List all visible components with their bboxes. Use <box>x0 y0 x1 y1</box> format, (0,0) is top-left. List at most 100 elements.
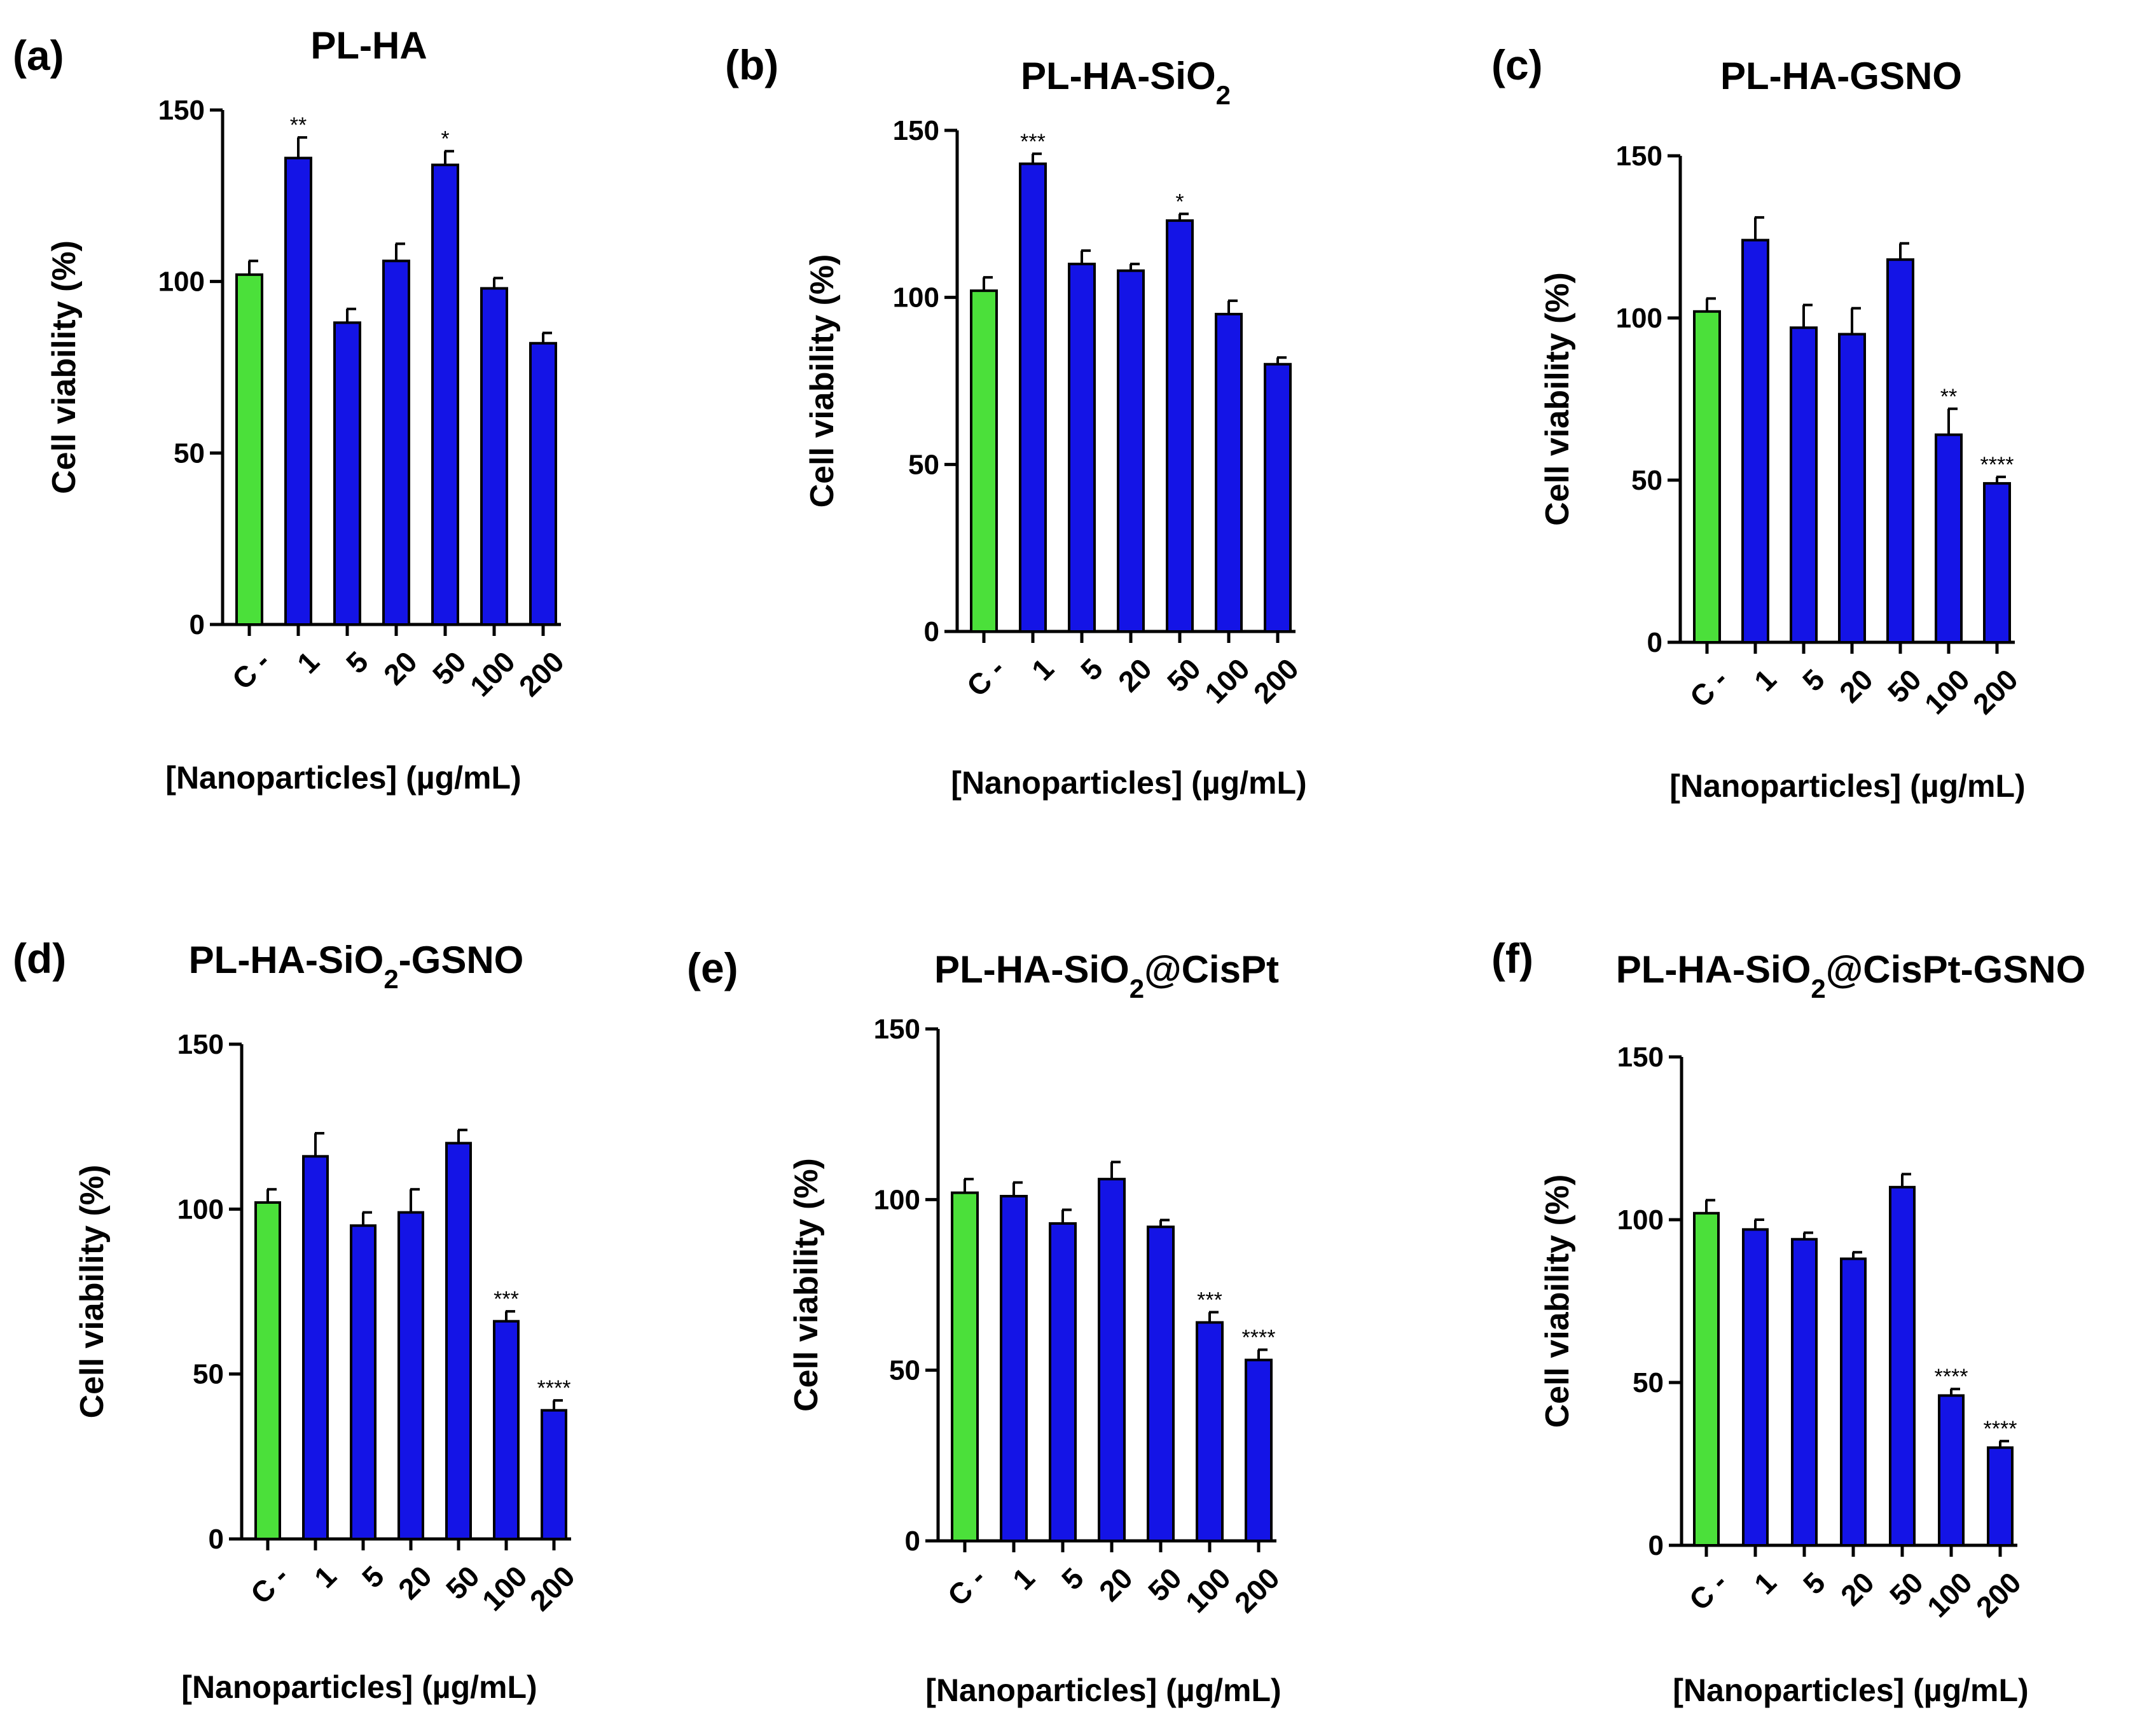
chart-4-y-axis-label: Cell viability (%) <box>74 1165 111 1419</box>
chart-3-y-tick-label: 100 <box>1616 303 1662 334</box>
chart-2-y-tick-label: 0 <box>924 616 939 647</box>
chart-4-x-tick-label-5: 100 <box>476 1559 534 1617</box>
chart-5-x-tick-label-5: 100 <box>1179 1561 1237 1619</box>
chart-4-bar-4 <box>445 1141 472 1540</box>
chart-5-significance-5: *** <box>1197 1288 1222 1312</box>
chart-5-x-tick-label-3: 20 <box>1093 1561 1139 1608</box>
chart-1-bar-3 <box>382 259 410 626</box>
chart-2-y-tick-label: 100 <box>893 282 939 314</box>
chart-3-bar-2 <box>1790 326 1818 644</box>
chart-4-y-tick-label: 50 <box>193 1359 224 1390</box>
chart-1-y-tick-label: 150 <box>158 95 205 126</box>
chart-3-bar-1 <box>1741 238 1769 644</box>
chart-1-bar-1 <box>284 156 312 626</box>
chart-3-bar-4 <box>1886 258 1914 644</box>
chart-2-bar-0 <box>970 289 998 633</box>
chart-5-panel-label: (e) <box>687 944 738 991</box>
chart-3-significance-5: ** <box>1940 385 1957 409</box>
chart-3-x-tick-label-1: 1 <box>1748 663 1783 698</box>
chart-3-x-axis-label: [Nanoparticles] (µg/mL) <box>1669 768 2025 804</box>
chart-3-panel-label: (c) <box>1491 41 1543 88</box>
chart-4-bar-3 <box>397 1211 424 1540</box>
chart-2-bar-6 <box>1264 362 1292 633</box>
chart-4-y-tick-label: 0 <box>209 1524 224 1555</box>
chart-6-bar-6 <box>1987 1446 2014 1547</box>
chart-6-bar-0 <box>1693 1211 1720 1547</box>
chart-6-x-tick-label-6: 200 <box>1970 1566 2028 1624</box>
chart-2-significance-4: * <box>1175 190 1184 214</box>
chart-3-significance-6: **** <box>1980 453 2014 477</box>
chart-1-bar-6 <box>529 341 557 626</box>
chart-5-title: PL-HA-SiO2@CisPt <box>934 948 1279 1003</box>
chart-2-y-axis-label: Cell viability (%) <box>804 254 841 508</box>
chart-1-bar-5 <box>480 287 508 626</box>
chart-1-y-tick-label: 100 <box>158 266 205 298</box>
chart-5-x-tick-label-2: 5 <box>1055 1561 1090 1596</box>
chart-4-bar-1 <box>302 1155 329 1540</box>
chart-2-x-tick-label-0: C - <box>960 652 1011 703</box>
chart-3-x-tick-label-0: C - <box>1683 663 1734 714</box>
chart-4-bar-6 <box>541 1409 567 1540</box>
chart-6-x-axis-label: [Nanoparticles] (µg/mL) <box>1673 1672 2028 1708</box>
chart-1-bar-0 <box>235 273 263 626</box>
chart-2-x-tick-label-3: 20 <box>1112 652 1158 698</box>
chart-4-bar-0 <box>254 1201 281 1540</box>
chart-2-bar-1 <box>1019 162 1047 633</box>
chart-4-x-tick-label-0: C - <box>244 1559 295 1610</box>
chart-3-x-tick-label-6: 200 <box>1966 663 2024 721</box>
chart-4-significance-5: *** <box>494 1287 519 1311</box>
chart-6-x-tick-label-4: 50 <box>1883 1566 1930 1612</box>
chart-2-x-axis-label: [Nanoparticles] (µg/mL) <box>951 765 1306 801</box>
chart-3-bar-3 <box>1838 333 1866 644</box>
chart-6-x-tick-label-3: 20 <box>1834 1566 1881 1612</box>
chart-3-title: PL-HA-GSNO <box>1720 55 1962 97</box>
chart-3-bar-5 <box>1935 433 1963 644</box>
chart-2-x-tick-label-6: 200 <box>1247 652 1305 710</box>
chart-1-x-tick-label-6: 200 <box>513 645 570 703</box>
chart-5-x-tick-label-6: 200 <box>1228 1561 1286 1619</box>
chart-1-y-axis-label: Cell viability (%) <box>46 240 83 494</box>
chart-6-significance-5: **** <box>1935 1365 1968 1389</box>
chart-2-x-tick-label-4: 50 <box>1161 652 1207 698</box>
chart-3-y-tick-label: 150 <box>1616 141 1662 172</box>
chart-5-y-tick-label: 50 <box>889 1355 920 1386</box>
chart-3-x-tick-label-3: 20 <box>1833 663 1879 709</box>
chart-5-significance-6: **** <box>1242 1325 1276 1349</box>
chart-5-y-tick-label: 100 <box>874 1184 920 1215</box>
chart-4-y-tick-label: 100 <box>177 1194 224 1225</box>
chart-1-y-tick-label: 50 <box>174 438 205 469</box>
chart-6-bar-3 <box>1840 1257 1867 1547</box>
chart-3-bar-6 <box>1983 482 2011 644</box>
chart-4-x-tick-label-1: 1 <box>308 1559 343 1594</box>
chart-6-significance-6: **** <box>1984 1417 2017 1441</box>
chart-3-y-tick-label: 0 <box>1647 627 1662 658</box>
chart-1-x-axis-label: [Nanoparticles] (µg/mL) <box>165 760 521 796</box>
chart-3-y-tick-label: 50 <box>1631 465 1662 496</box>
chart-4-bar-5 <box>493 1320 520 1540</box>
chart-6-x-tick-label-5: 100 <box>1921 1566 1979 1624</box>
chart-5-bar-4 <box>1147 1225 1175 1543</box>
chart-5-x-tick-label-1: 1 <box>1006 1561 1041 1596</box>
chart-5-x-tick-label-4: 50 <box>1142 1561 1188 1608</box>
chart-1-bar-2 <box>333 321 361 626</box>
chart-4-x-tick-label-4: 50 <box>439 1559 486 1606</box>
chart-4-significance-6: **** <box>537 1376 571 1400</box>
chart-2-bar-2 <box>1068 263 1096 633</box>
chart-4-x-tick-label-6: 200 <box>523 1559 581 1617</box>
chart-1-x-tick-label-2: 5 <box>340 645 375 680</box>
chart-6-bar-1 <box>1742 1228 1769 1547</box>
chart-4-bar-2 <box>350 1224 377 1541</box>
chart-2-y-tick-label: 50 <box>908 449 939 480</box>
chart-2-significance-1: *** <box>1020 130 1046 154</box>
chart-1-significance-4: * <box>441 127 449 151</box>
chart-1-x-tick-label-0: C - <box>226 645 277 696</box>
chart-4-panel-label: (d) <box>13 935 66 982</box>
chart-6-y-axis-label: Cell viability (%) <box>1539 1175 1576 1428</box>
chart-4-x-tick-label-2: 5 <box>356 1559 390 1594</box>
chart-1-x-tick-label-1: 1 <box>291 645 326 680</box>
chart-5-y-axis-label: Cell viability (%) <box>788 1158 825 1412</box>
chart-1-bar-4 <box>431 163 459 626</box>
chart-5-bar-1 <box>1000 1194 1028 1542</box>
chart-2-x-tick-label-5: 100 <box>1198 652 1256 710</box>
